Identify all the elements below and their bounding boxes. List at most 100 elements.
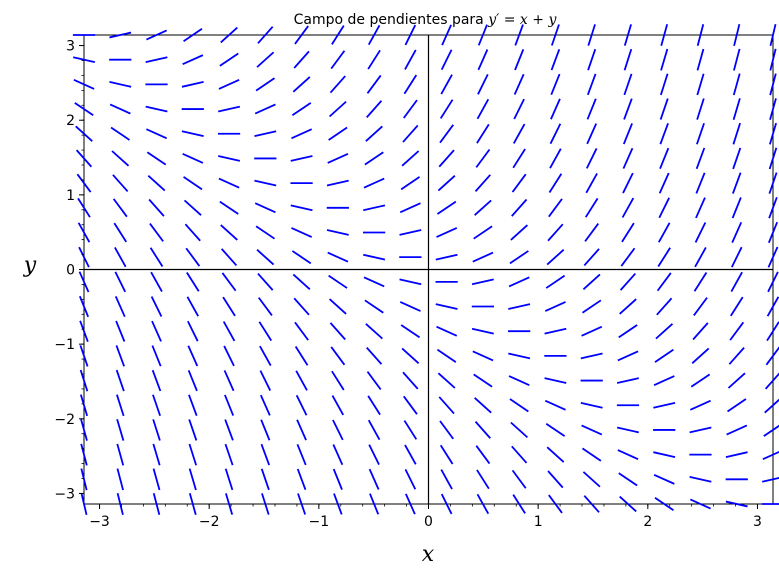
x-tick-label: 2	[643, 514, 652, 530]
slope-segment	[224, 394, 235, 416]
slope-segment	[621, 197, 635, 218]
slope-segment	[254, 103, 276, 115]
slope-segment	[368, 444, 380, 465]
slope-segment	[474, 397, 492, 414]
slope-segment	[363, 204, 386, 212]
slope-segment	[115, 320, 126, 342]
slope-segment	[328, 100, 347, 118]
slope-segment	[441, 24, 452, 46]
slope-segment	[187, 345, 199, 367]
slope-segment	[405, 493, 416, 515]
slope-segment	[152, 443, 161, 466]
slope-segment	[550, 24, 560, 46]
slope-segment	[769, 98, 777, 121]
slope-segment	[109, 31, 132, 39]
slope-segment	[74, 102, 94, 117]
slope-segment	[114, 247, 127, 268]
slope-segment	[513, 98, 525, 120]
slope-segment	[73, 78, 95, 90]
slope-segment	[763, 424, 779, 437]
slope-segment	[728, 346, 745, 365]
slope-segment	[769, 73, 777, 96]
slope-segment	[291, 250, 312, 265]
slope-segment	[581, 325, 603, 337]
slope-segment	[80, 468, 88, 491]
slope-segment	[364, 299, 384, 314]
slope-segment	[399, 229, 422, 236]
slope-segment	[477, 24, 488, 46]
slope-segment	[580, 352, 603, 360]
slope-segment	[404, 444, 417, 465]
slope-segment	[768, 122, 778, 145]
slope-segment	[472, 251, 494, 263]
x-tick-label: 1	[534, 514, 543, 530]
plot-area: −3 −2 −1 0 1 2 3 −3 −2 −1 0 1 2 3	[54, 23, 779, 530]
slope-segment	[404, 468, 417, 490]
slope-segment	[292, 273, 311, 290]
slope-segment	[402, 371, 419, 390]
slope-segment	[402, 124, 419, 143]
y-tick-label: 0	[66, 263, 75, 279]
slope-segment	[150, 271, 163, 292]
slope-segment	[152, 468, 161, 491]
slope-segment	[732, 172, 742, 194]
slope-segment	[508, 352, 531, 360]
slope-segment	[330, 346, 346, 366]
slope-segment	[183, 28, 203, 42]
slope-segment	[766, 296, 779, 317]
slope-segment	[658, 222, 671, 243]
slope-segment	[512, 123, 526, 144]
slope-segment	[149, 247, 164, 268]
slope-segment	[761, 477, 779, 483]
slope-segment	[476, 493, 490, 515]
slope-segment	[333, 493, 343, 515]
chart-title: Campo de pendientes para y′ = x + y	[294, 12, 558, 28]
slope-segment	[731, 246, 743, 268]
slope-segment	[296, 468, 307, 491]
x-tick-label: −2	[199, 514, 220, 530]
slope-segment	[476, 123, 490, 144]
slope-segment	[689, 476, 712, 483]
slope-segment	[694, 222, 707, 243]
slope-segment	[186, 296, 199, 317]
slope-segment	[291, 227, 313, 238]
slope-segment	[403, 99, 418, 119]
slope-segment	[472, 350, 494, 362]
slope-segment	[654, 497, 674, 511]
slope-segment	[623, 73, 633, 96]
slope-segment	[259, 345, 272, 367]
slope-segment	[254, 202, 276, 214]
slope-segment	[188, 493, 197, 515]
slope-segment	[151, 369, 162, 392]
slope-segment	[621, 222, 635, 243]
slope-segment	[477, 74, 489, 95]
slope-segment	[769, 23, 777, 47]
slope-segment	[366, 346, 383, 365]
slope-segment	[729, 321, 745, 341]
slope-segment	[151, 320, 162, 342]
slope-segment	[550, 48, 561, 71]
slope-segment	[182, 153, 204, 164]
slope-segment	[508, 276, 530, 288]
slope-segment	[260, 443, 271, 466]
slope-segment	[660, 48, 669, 71]
slope-segment	[257, 26, 274, 44]
y-tick-label: 3	[66, 39, 75, 55]
slope-segment	[550, 98, 561, 120]
slope-segment	[293, 50, 310, 69]
slope-segment	[512, 148, 526, 169]
slope-segment	[329, 322, 346, 341]
slope-segment	[436, 200, 457, 215]
slope-segment	[544, 301, 566, 312]
slope-segment	[582, 471, 601, 488]
slope-segment	[255, 225, 276, 240]
slope-segment	[187, 369, 198, 392]
slope-segment	[332, 444, 344, 466]
slope-segment	[75, 149, 93, 168]
slope-segment	[403, 420, 418, 440]
slope-segment	[439, 420, 454, 440]
slope-segment	[438, 149, 455, 168]
slope-segment	[584, 223, 600, 242]
slope-segment	[77, 222, 91, 243]
slope-segment	[514, 49, 525, 71]
